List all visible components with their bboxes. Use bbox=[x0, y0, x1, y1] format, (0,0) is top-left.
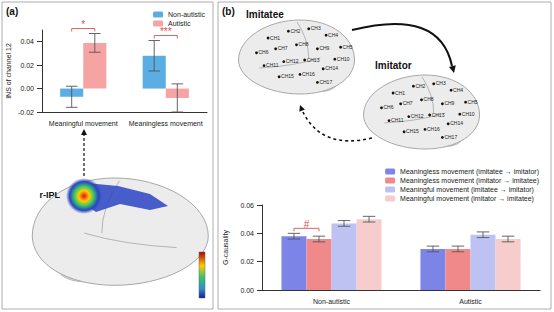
svg-text:CH1: CH1 bbox=[270, 35, 280, 41]
svg-text:CH17: CH17 bbox=[319, 79, 332, 85]
svg-text:CH16: CH16 bbox=[302, 71, 315, 77]
svg-text:CH11: CH11 bbox=[391, 117, 404, 123]
svg-text:0.04: 0.04 bbox=[20, 38, 34, 45]
svg-text:CH3: CH3 bbox=[436, 80, 446, 86]
svg-text:Non-autistic: Non-autistic bbox=[168, 11, 205, 18]
svg-text:INS of channel 12: INS of channel 12 bbox=[5, 43, 12, 99]
svg-text:CH3: CH3 bbox=[311, 25, 321, 31]
svg-text:CH10: CH10 bbox=[337, 56, 350, 62]
svg-text:CH12: CH12 bbox=[411, 113, 424, 119]
svg-text:0.04: 0.04 bbox=[240, 230, 254, 237]
svg-text:CH10: CH10 bbox=[462, 111, 475, 117]
svg-text:Meaningless movement: Meaningless movement bbox=[129, 120, 203, 128]
svg-text:CH9: CH9 bbox=[319, 45, 329, 51]
svg-text:***: *** bbox=[160, 26, 172, 37]
svg-text:(b): (b) bbox=[222, 6, 235, 17]
svg-text:Imitator: Imitator bbox=[375, 60, 412, 71]
svg-text:Imitatee: Imitatee bbox=[246, 9, 284, 20]
svg-text:Meaningless movement (imitator: Meaningless movement (imitator → imitate… bbox=[400, 177, 539, 185]
svg-text:0.00: 0.00 bbox=[20, 85, 34, 92]
svg-text:CH15: CH15 bbox=[281, 73, 294, 79]
svg-text:*: * bbox=[81, 19, 85, 30]
svg-text:Meaningless movement (imitatee: Meaningless movement (imitatee → imitato… bbox=[400, 168, 539, 176]
svg-text:-0.02: -0.02 bbox=[18, 109, 34, 116]
svg-text:Non-autistic: Non-autistic bbox=[313, 298, 350, 305]
svg-text:CH6: CH6 bbox=[384, 104, 394, 110]
svg-text:Autistic: Autistic bbox=[459, 298, 482, 305]
svg-text:CH4: CH4 bbox=[328, 32, 338, 38]
svg-text:CH5: CH5 bbox=[468, 99, 478, 105]
svg-text:CH17: CH17 bbox=[444, 134, 457, 140]
svg-text:G-causality: G-causality bbox=[222, 229, 230, 265]
svg-text:CH4: CH4 bbox=[453, 87, 463, 93]
svg-text:CH16: CH16 bbox=[427, 126, 440, 132]
svg-text:0.02: 0.02 bbox=[20, 62, 34, 69]
svg-text:r-IPL: r-IPL bbox=[39, 190, 60, 200]
svg-text:(a): (a) bbox=[6, 6, 18, 17]
svg-text:CH6: CH6 bbox=[259, 49, 269, 55]
svg-text:Meaningful movement: Meaningful movement bbox=[49, 120, 118, 128]
svg-text:CH2: CH2 bbox=[290, 28, 300, 34]
svg-text:CH2: CH2 bbox=[415, 83, 425, 89]
svg-text:CH11: CH11 bbox=[266, 62, 279, 68]
svg-text:#: # bbox=[304, 219, 310, 230]
svg-text:CH14: CH14 bbox=[450, 120, 463, 126]
svg-text:CH7: CH7 bbox=[403, 100, 413, 106]
svg-text:CH7: CH7 bbox=[278, 45, 288, 51]
svg-text:Meaningful movement (imitatee: Meaningful movement (imitatee → imitator… bbox=[400, 186, 534, 194]
svg-text:0.00: 0.00 bbox=[240, 287, 254, 294]
svg-text:Autistic: Autistic bbox=[168, 20, 191, 27]
svg-text:CH15: CH15 bbox=[406, 128, 419, 134]
svg-text:0.06: 0.06 bbox=[240, 202, 254, 209]
svg-text:CH13: CH13 bbox=[432, 112, 445, 118]
svg-text:CH12: CH12 bbox=[286, 58, 299, 64]
svg-text:CH8: CH8 bbox=[424, 96, 434, 102]
svg-text:CH8: CH8 bbox=[299, 41, 309, 47]
svg-text:CH14: CH14 bbox=[325, 65, 338, 71]
svg-text:Meaningful movement (imitator: Meaningful movement (imitator → imitatee… bbox=[400, 195, 534, 203]
svg-text:CH9: CH9 bbox=[444, 100, 454, 106]
svg-text:CH5: CH5 bbox=[343, 44, 353, 50]
svg-text:0.02: 0.02 bbox=[240, 258, 254, 265]
svg-text:CH1: CH1 bbox=[395, 90, 405, 96]
svg-text:CH13: CH13 bbox=[307, 57, 320, 63]
